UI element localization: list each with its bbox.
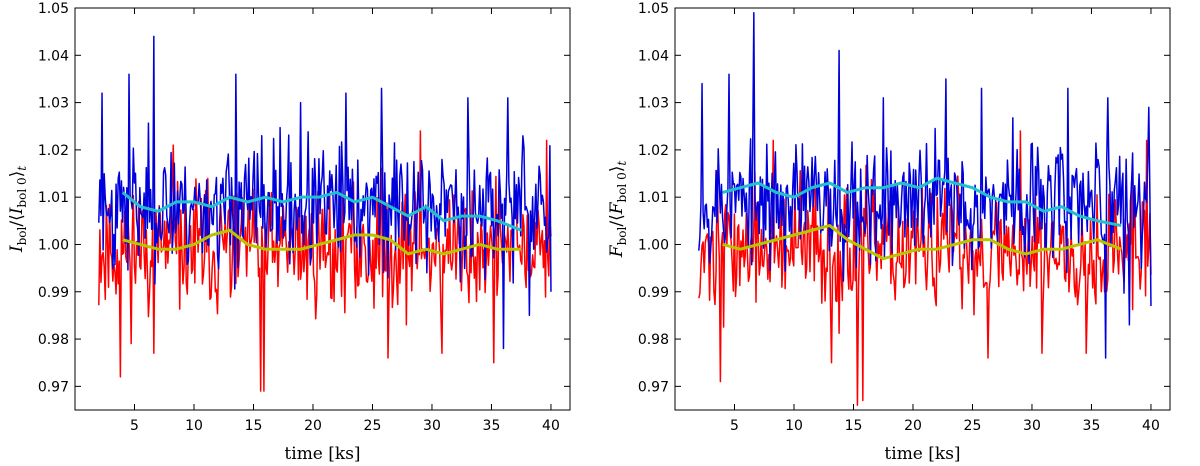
y-tick-label: 1.00 xyxy=(38,237,69,253)
x-tick-label: 5 xyxy=(130,418,139,434)
series-line-red xyxy=(98,130,552,392)
y-tick-label: 1.02 xyxy=(638,143,669,159)
y-tick-label: 1.01 xyxy=(638,190,669,206)
series-line-cyan xyxy=(121,190,522,232)
x-tick-label: 20 xyxy=(304,418,322,434)
x-tick-label: 40 xyxy=(1142,418,1160,434)
y-tick-label: 1.02 xyxy=(38,143,69,159)
x-tick-label: 25 xyxy=(964,418,982,434)
y-axis-label: Fbol/⟨Fbol 0⟩t xyxy=(607,161,629,259)
x-tick-label: 15 xyxy=(245,418,263,434)
y-tick-label: 0.97 xyxy=(638,379,669,395)
y-tick-label: 1.00 xyxy=(638,237,669,253)
axes-frame xyxy=(74,7,571,411)
plot-area xyxy=(98,35,552,392)
x-tick-label: 5 xyxy=(730,418,739,434)
x-tick-label: 15 xyxy=(845,418,863,434)
x-axis-label: time [ks] xyxy=(884,444,960,464)
axes-frame xyxy=(674,7,1171,411)
series-line-red xyxy=(698,130,1152,407)
series-line-yellow xyxy=(122,228,522,256)
y-tick-label: 0.98 xyxy=(638,332,669,348)
y-tick-label: 0.99 xyxy=(638,285,669,301)
y-tick-label: 1.01 xyxy=(38,190,69,206)
y-tick-label: 1.03 xyxy=(38,96,69,112)
right-panel-chart: 5 10 15 20 25 30 35 40 0.97 0.98 0.99 1.00 1.01 1.02 1… xyxy=(607,1,1171,464)
series-line-cyan xyxy=(722,176,1122,228)
y-tick-label: 1.04 xyxy=(638,48,669,64)
x-tick-label: 40 xyxy=(542,418,560,434)
series-line-yellow xyxy=(722,224,1122,261)
x-tick-label: 25 xyxy=(364,418,382,434)
x-tick-label: 35 xyxy=(1083,418,1101,434)
y-tick-label: 0.99 xyxy=(38,285,69,301)
x-axis-label: time [ks] xyxy=(284,444,360,464)
x-tick-label: 10 xyxy=(785,418,803,434)
y-tick-label: 1.05 xyxy=(638,1,669,17)
y-tick-label: 1.05 xyxy=(38,1,69,17)
x-tick-label: 10 xyxy=(185,418,203,434)
x-tick-label: 30 xyxy=(423,418,441,434)
y-tick-label: 0.97 xyxy=(38,379,69,395)
left-panel-chart: 5 10 15 20 25 30 35 40 0.97 0.98 0.99 1.00 1.01 1.02 1… xyxy=(7,1,571,464)
x-tick-label: 30 xyxy=(1023,418,1041,434)
y-tick-label: 1.04 xyxy=(38,48,69,64)
y-axis-label: Ibol/⟨Ibol 0⟩t xyxy=(7,166,29,253)
x-tick-label: 35 xyxy=(483,418,501,434)
x-tick-label: 20 xyxy=(904,418,922,434)
plot-area xyxy=(698,11,1152,407)
y-tick-label: 0.98 xyxy=(38,332,69,348)
y-tick-label: 1.03 xyxy=(638,96,669,112)
series-line-blue xyxy=(98,35,552,350)
